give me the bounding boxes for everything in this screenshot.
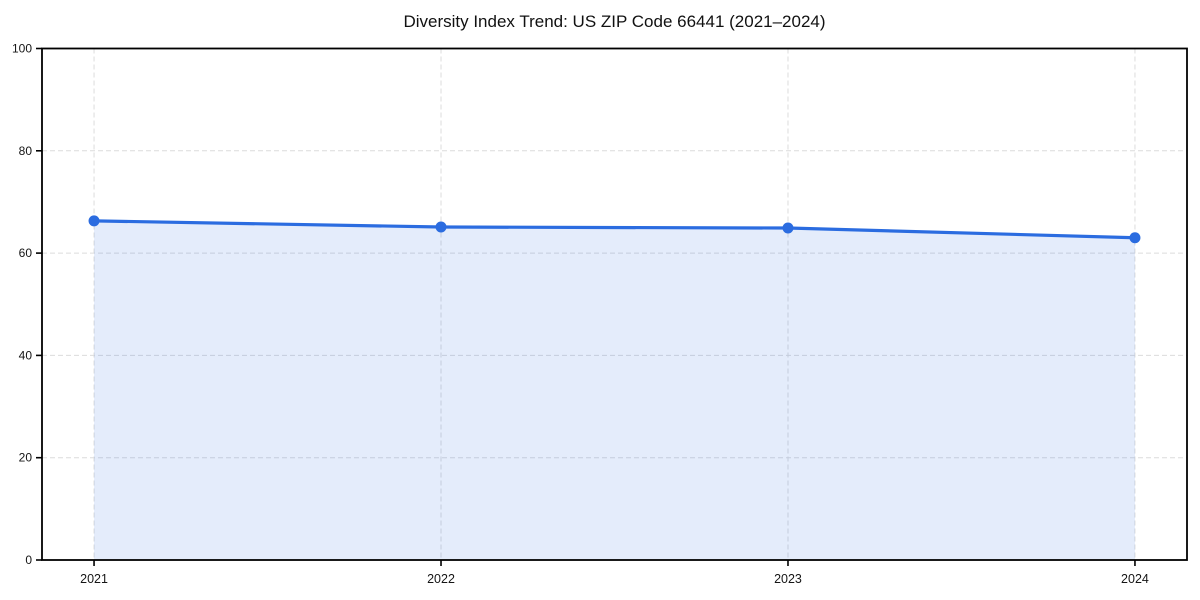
x-axis-tick-label: 2021 (80, 572, 108, 586)
y-axis-tick-label: 80 (19, 144, 33, 158)
x-axis-tick-label: 2023 (774, 572, 802, 586)
axes-box (41, 47, 1188, 561)
x-axis-tick-label: 2024 (1121, 572, 1149, 586)
data-point-marker (782, 222, 794, 234)
y-axis-tick-label: 100 (12, 42, 32, 56)
data-point-marker (435, 221, 447, 233)
y-axis-tick-label: 0 (25, 553, 32, 567)
data-point-marker (88, 215, 100, 227)
x-axis-tick-label: 2022 (427, 572, 455, 586)
data-point-marker (1129, 232, 1141, 244)
area-fill (94, 220, 1135, 561)
y-axis-tick-label: 20 (19, 451, 33, 465)
y-axis-tick-label: 40 (19, 348, 33, 362)
y-axis-tick-label: 60 (19, 246, 33, 260)
chart-title: Diversity Index Trend: US ZIP Code 66441… (403, 12, 826, 31)
trend-line (92, 219, 1137, 240)
